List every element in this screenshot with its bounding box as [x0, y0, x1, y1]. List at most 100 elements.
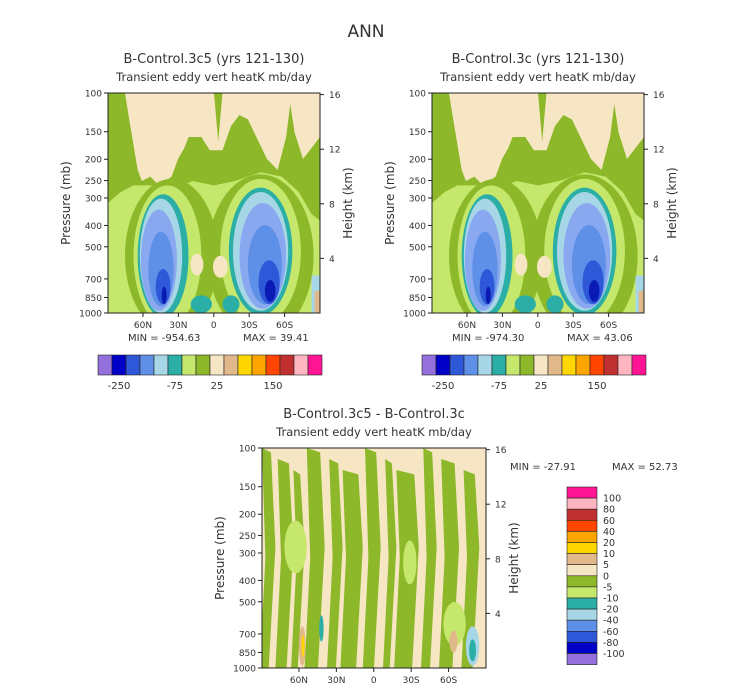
contour-navy-sh [264, 280, 276, 302]
colorbar-label: -75 [167, 381, 183, 392]
contour-olive-strip [362, 448, 381, 668]
legend-swatch [566, 531, 598, 543]
field-group [262, 448, 486, 668]
contour-olive-strip [262, 448, 276, 668]
field-group [108, 93, 320, 313]
ytick-label: 850 [85, 294, 102, 304]
colorbar-swatch [435, 354, 451, 376]
max-text: MAX = 39.41 [243, 333, 309, 344]
colorbar-swatch [167, 354, 183, 376]
legend-label: 5 [603, 560, 609, 571]
contour-cream-spot1 [514, 253, 528, 276]
max-text: MAX = 52.73 [612, 462, 678, 473]
ytick-label: 400 [85, 222, 102, 232]
colorbar-label: 150 [263, 381, 282, 392]
ytick-label: 1000 [403, 310, 426, 320]
contour-navy-nh [161, 286, 167, 305]
y2tick-label: 12 [495, 501, 506, 511]
colorbar-swatch [561, 354, 577, 376]
colorbar-swatch [181, 354, 197, 376]
colorbar-swatch [421, 354, 437, 376]
colorbar-swatch [125, 354, 141, 376]
ytick-label: 400 [239, 577, 256, 587]
ytick-label: 200 [85, 156, 102, 166]
contour-olive-strip [383, 459, 397, 668]
legend-label: -80 [603, 638, 619, 649]
xtick-label: 30S [241, 321, 258, 331]
contour-navy-nh [485, 286, 491, 305]
ytick-label: 200 [239, 511, 256, 521]
ytick-label: 250 [409, 177, 426, 187]
ytick-label: 150 [85, 128, 102, 138]
xtick-label: 0 [371, 676, 377, 686]
contour-olive-streak [214, 93, 223, 142]
legend-swatch [566, 630, 598, 643]
contour-tan-pole [638, 291, 644, 313]
colorbar-label: 25 [211, 381, 224, 392]
colorbar-swatch [111, 354, 127, 376]
ytick-label: 1000 [233, 665, 256, 675]
y2-axis-label: Height (km) [341, 167, 355, 238]
chart-left: B-Control.3c5 (yrs 121-130) Transient edd… [59, 52, 355, 392]
y2tick-label: 16 [653, 91, 665, 101]
contour-teal-blob [469, 639, 476, 662]
contour-yellow-blob [301, 635, 305, 657]
colorbar-swatch [195, 354, 211, 376]
ytick-label: 300 [85, 194, 102, 204]
colorbar-swatch [603, 354, 619, 376]
colorbar-swatch [617, 354, 633, 376]
legend-label: 100 [603, 494, 621, 505]
colorbar-swatch [209, 354, 225, 376]
legend-swatch [566, 508, 598, 521]
legend-swatch [566, 653, 598, 665]
min-text: MIN = -27.91 [510, 462, 576, 473]
y-axis-label: Pressure (mb) [59, 161, 73, 245]
colorbar-swatch [589, 354, 605, 376]
contour-lightgreen-blob [403, 540, 417, 585]
xtick-label: 60S [276, 321, 293, 331]
ytick-label: 700 [85, 275, 102, 285]
y2tick-label: 12 [653, 146, 664, 156]
colorbar-label: -250 [432, 381, 455, 392]
colorbar-swatch [477, 354, 493, 376]
contour-teal-sfc [190, 295, 212, 313]
y2tick-label: 12 [329, 146, 340, 156]
legend-swatch [566, 542, 598, 554]
ytick-label: 250 [239, 532, 256, 542]
xtick-label: 30N [169, 321, 187, 331]
ytick-label: 100 [239, 445, 256, 455]
chart-subtitle: Transient eddy vert heatK mb/day [275, 425, 472, 439]
contour-olive-strip [340, 470, 363, 668]
ytick-label: 850 [239, 649, 256, 659]
legend-swatch [566, 586, 598, 599]
colorbar-swatch [139, 354, 155, 376]
colorbar-swatch [505, 354, 521, 376]
contour-olive-strip [461, 470, 480, 668]
legend-swatch [566, 519, 598, 532]
chart-subtitle: Transient eddy vert heatK mb/day [115, 70, 312, 84]
ytick-label: 150 [409, 128, 426, 138]
contour-teal-sfc [514, 295, 536, 313]
ytick-label: 100 [409, 90, 426, 100]
legend-label: 20 [603, 538, 615, 549]
legend-label: 0 [603, 571, 609, 582]
xtick-label: 30S [565, 321, 582, 331]
legend-swatch [566, 597, 598, 610]
legend-label: -100 [603, 649, 625, 660]
contour-teal-sfc2 [546, 295, 564, 313]
ytick-label: 700 [239, 630, 256, 640]
ytick-label: 300 [409, 194, 426, 204]
xtick-label: 0 [535, 321, 541, 331]
contour-olive-strip [304, 448, 325, 668]
legend-swatch [566, 486, 598, 499]
contour-blue-nh [155, 269, 171, 305]
colorbar-swatch [251, 354, 267, 376]
y2tick-label: 16 [329, 91, 341, 101]
colorbar-swatch [293, 354, 309, 376]
legend-swatch [566, 564, 598, 577]
colorbar-label: -75 [491, 381, 507, 392]
contour-cream-spot1 [190, 253, 204, 276]
ytick-label: 250 [85, 177, 102, 187]
colorbar-swatch [575, 354, 591, 376]
